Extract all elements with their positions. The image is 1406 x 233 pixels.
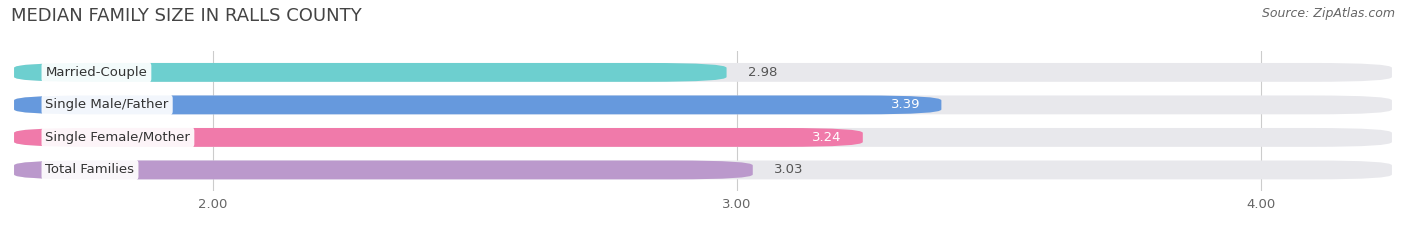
Text: Married-Couple: Married-Couple: [45, 66, 148, 79]
FancyBboxPatch shape: [14, 96, 1392, 114]
Text: Single Male/Father: Single Male/Father: [45, 98, 169, 111]
FancyBboxPatch shape: [14, 128, 1392, 147]
Text: MEDIAN FAMILY SIZE IN RALLS COUNTY: MEDIAN FAMILY SIZE IN RALLS COUNTY: [11, 7, 361, 25]
FancyBboxPatch shape: [14, 161, 752, 179]
Text: 3.39: 3.39: [891, 98, 921, 111]
FancyBboxPatch shape: [14, 96, 942, 114]
Text: 2.98: 2.98: [748, 66, 778, 79]
Text: Total Families: Total Families: [45, 163, 135, 176]
Text: Single Female/Mother: Single Female/Mother: [45, 131, 190, 144]
FancyBboxPatch shape: [14, 161, 1392, 179]
Text: 3.24: 3.24: [813, 131, 842, 144]
Text: Source: ZipAtlas.com: Source: ZipAtlas.com: [1261, 7, 1395, 20]
FancyBboxPatch shape: [14, 63, 1392, 82]
Text: 3.03: 3.03: [773, 163, 803, 176]
FancyBboxPatch shape: [14, 63, 727, 82]
FancyBboxPatch shape: [14, 128, 863, 147]
